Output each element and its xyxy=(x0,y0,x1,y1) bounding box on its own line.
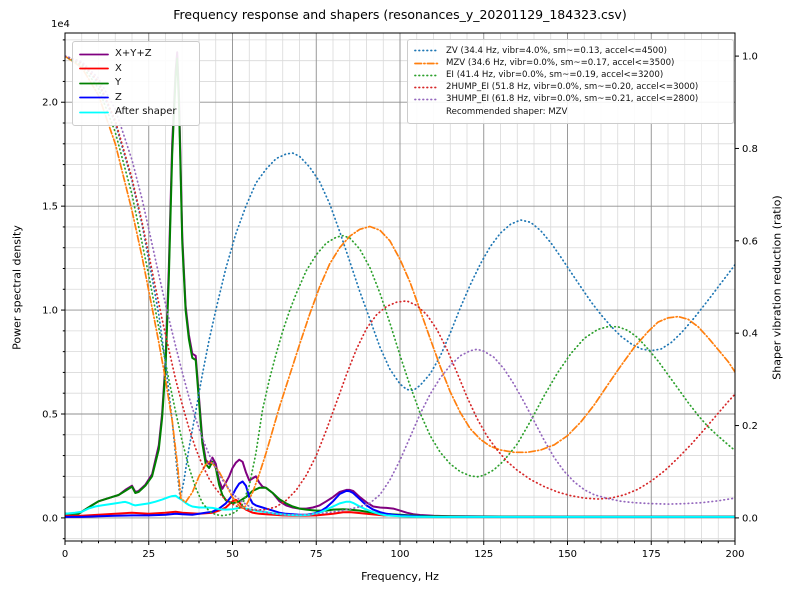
shaper-series-ZV xyxy=(65,55,735,500)
y-right-tick-label: 0.0 xyxy=(742,513,758,524)
legend-shapers: ZV (34.4 Hz, vibr=4.0%, sm~=0.13, accel<… xyxy=(407,39,734,124)
legend-line-sample xyxy=(79,82,109,85)
legend-item-label: ZV (34.4 Hz, vibr=4.0%, sm~=0.13, accel<… xyxy=(446,45,667,56)
legend-item-z: Z xyxy=(79,92,191,105)
legend-psd: X+Y+Z X Y Z After shaper xyxy=(72,41,200,126)
x-tick-label: 50 xyxy=(226,549,239,560)
x-axis-label: Frequency, Hz xyxy=(361,570,439,583)
legend-item-label: 3HUMP_EI (61.8 Hz, vibr=0.0%, sm~=0.21, … xyxy=(446,94,699,105)
shaper-series-2HUMP_EI xyxy=(65,55,735,511)
legend-line-sample xyxy=(79,67,109,70)
legend-item-label: MZV (34.6 Hz, vibr=0.0%, sm~=0.17, accel… xyxy=(446,57,675,68)
x-tick-label: 125 xyxy=(474,549,493,560)
y-axis-offset-text: 1e4 xyxy=(51,19,70,30)
legend-item-label: 2HUMP_EI (51.8 Hz, vibr=0.0%, sm~=0.20, … xyxy=(446,82,699,93)
psd-series-Z xyxy=(65,480,735,518)
y-right-tick-label: 0.2 xyxy=(742,421,758,432)
x-tick-label: 25 xyxy=(142,549,155,560)
legend-line-sample xyxy=(79,96,109,99)
y-right-tick-label: 0.8 xyxy=(742,144,758,155)
shaper-series-MZV xyxy=(65,55,735,510)
curves xyxy=(65,51,735,518)
shaper-series-3HUMP_EI xyxy=(65,55,735,516)
legend-item-ei: EI (41.4 Hz, vibr=0.0%, sm~=0.19, accel<… xyxy=(414,70,725,81)
legend-item-label: EI (41.4 Hz, vibr=0.0%, sm~=0.19, accel<… xyxy=(446,69,664,80)
legend-line-sample xyxy=(414,49,440,52)
legend-item-mzv: MZV (34.6 Hz, vibr=0.0%, sm~=0.17, accel… xyxy=(414,58,725,69)
legend-line-sample xyxy=(79,111,109,114)
legend-item-label: Y xyxy=(115,77,122,88)
x-tick-label: 100 xyxy=(390,549,409,560)
y-right-tick-label: 1.0 xyxy=(742,52,758,63)
x-tick-label: 150 xyxy=(558,549,577,560)
legend-item-zv: ZV (34.4 Hz, vibr=4.0%, sm~=0.13, accel<… xyxy=(414,46,725,57)
x-tick-label: 0 xyxy=(62,549,68,560)
recommended-shaper-text: Recommended shaper: MZV xyxy=(446,106,568,117)
legend-item-x-y-z: X+Y+Z xyxy=(79,48,191,61)
y-left-tick-label: 0.0 xyxy=(42,513,58,524)
legend-item-3hump-ei: 3HUMP_EI (61.8 Hz, vibr=0.0%, sm~=0.21, … xyxy=(414,94,725,105)
psd-series-After shaper xyxy=(65,494,735,518)
y-axis-label-right: Shaper vibration reduction (ratio) xyxy=(770,195,784,380)
recommended-shaper-note: Recommended shaper: MZV xyxy=(414,107,725,118)
legend-line-sample xyxy=(414,86,440,89)
legend-line-sample xyxy=(414,74,440,77)
legend-item-2hump-ei: 2HUMP_EI (51.8 Hz, vibr=0.0%, sm~=0.20, … xyxy=(414,82,725,93)
y-axis-label-left: Power spectral density xyxy=(10,225,24,350)
y-left-tick-label: 1.0 xyxy=(42,306,58,317)
y-left-tick-label: 0.5 xyxy=(42,409,58,420)
x-tick-label: 200 xyxy=(725,549,744,560)
y-right-tick-label: 0.4 xyxy=(742,329,758,340)
y-left-tick-label: 2.0 xyxy=(42,98,58,109)
x-tick-label: 75 xyxy=(310,549,323,560)
y-left-tick-label: 1.5 xyxy=(42,202,58,213)
legend-item-label: X xyxy=(115,62,122,74)
tick-marks xyxy=(61,39,739,545)
legend-item-label: X+Y+Z xyxy=(115,48,152,59)
legend-line-sample xyxy=(414,98,440,101)
legend-line-sample xyxy=(414,62,440,64)
legend-item-x: X xyxy=(79,63,191,76)
x-tick-label: 175 xyxy=(642,549,661,560)
legend-line-sample xyxy=(79,53,109,56)
tick-labels: 0 25 50 75 100 125 150 175 200 0.0 0.5 1.0 1.5 2.0 0.0… xyxy=(42,52,758,560)
legend-item-label: After shaper xyxy=(115,106,177,117)
shaper-series-EI xyxy=(65,55,735,517)
legend-item-after-shaper: After shaper xyxy=(79,106,191,119)
legend-item-y: Y xyxy=(79,77,191,90)
y-right-tick-label: 0.6 xyxy=(742,236,758,247)
legend-item-label: Z xyxy=(115,91,122,103)
chart-title: Frequency response and shapers (resonanc… xyxy=(173,7,627,22)
